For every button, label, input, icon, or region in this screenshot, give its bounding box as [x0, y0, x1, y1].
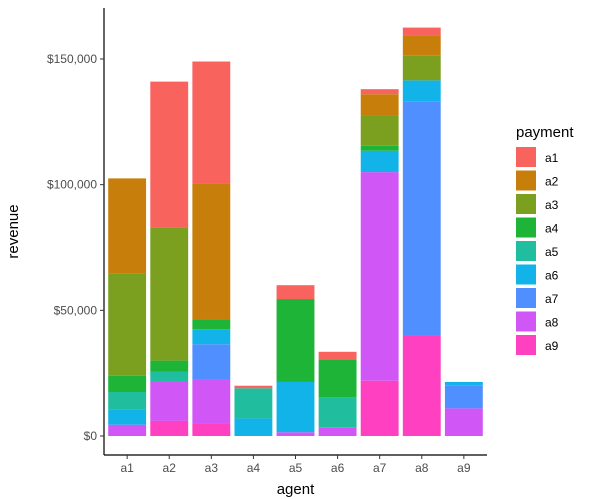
y-tick-label: $150,000	[47, 52, 97, 66]
bar-segment-a9-a8	[444, 408, 483, 436]
bar-segment-a2-a3	[150, 227, 189, 361]
bar-segment-a4-a1	[234, 385, 273, 389]
x-tick-label: a6	[331, 461, 345, 475]
bar-segment-a5-a4	[276, 299, 315, 382]
legend-title: payment	[516, 124, 574, 141]
legend-label-a1: a1	[545, 151, 559, 165]
bar-segment-a8-a2	[402, 35, 441, 56]
bar-segment-a7-a6	[360, 150, 399, 173]
bar-segment-a3-a7	[192, 344, 231, 380]
x-axis-title: agent	[277, 481, 315, 498]
bar-segment-a6-a1	[318, 351, 357, 360]
bar-segment-a9-a7	[444, 385, 483, 409]
bar-segment-a2-a9	[150, 420, 189, 436]
legend-swatch-a1	[516, 147, 536, 167]
bar-segment-a3-a6	[192, 329, 231, 345]
legend-label-a3: a3	[545, 198, 559, 212]
bar-segment-a1-a8	[108, 424, 147, 436]
x-tick-label: a1	[120, 461, 134, 475]
legend-swatch-a8	[516, 311, 536, 332]
y-axis-title: revenue	[5, 204, 22, 258]
legend-swatch-a9	[516, 335, 536, 355]
legend-swatch-a7	[516, 288, 536, 308]
bar-segment-a1-a6	[108, 409, 147, 425]
bar-segment-a4-a5	[234, 388, 273, 419]
x-tick-label: a3	[205, 461, 219, 475]
bar-segment-a8-a9	[402, 335, 441, 436]
legend-label-a2: a2	[545, 175, 559, 189]
x-tick-label: a8	[415, 461, 429, 475]
bar-segment-a9-a6	[444, 381, 483, 386]
bar-segment-a8-a3	[402, 55, 441, 81]
bar-segment-a2-a1	[150, 81, 189, 228]
bar-segment-a3-a1	[192, 61, 231, 184]
bar-segment-a5-a1	[276, 285, 315, 300]
legend-swatch-a3	[516, 194, 536, 214]
x-tick-label: a4	[247, 461, 261, 475]
bars-group	[108, 27, 483, 436]
bar-segment-a7-a4	[360, 145, 399, 151]
bar-segment-a2-a8	[150, 381, 189, 421]
legend-label-a8: a8	[545, 316, 559, 330]
bar-segment-a6-a8	[318, 427, 357, 436]
bar-segment-a8-a1	[402, 27, 441, 36]
legend-label-a9: a9	[545, 339, 559, 353]
y-tick-label: $0	[84, 429, 98, 443]
y-tick-label: $50,000	[54, 303, 98, 317]
bar-segment-a4-a6	[234, 418, 273, 436]
legend-swatch-a4	[516, 217, 536, 238]
x-tick-label: a2	[163, 461, 177, 475]
legend-swatch-a2	[516, 170, 536, 191]
legend: payment a1 a2 a3 a4 a5 a6 a7 a8 a9	[516, 124, 574, 355]
bar-segment-a3-a9	[192, 423, 231, 436]
bar-segment-a7-a3	[360, 115, 399, 146]
legend-label-a7: a7	[545, 292, 559, 306]
bar-segment-a3-a8	[192, 379, 231, 424]
x-axis-ticks: a1 a2 a3 a4 a5 a6 a7 a8 a9	[120, 455, 471, 475]
bar-segment-a6-a4	[318, 359, 357, 398]
x-tick-label: a7	[373, 461, 387, 475]
bar-segment-a8-a7	[402, 101, 441, 336]
bar-segment-a7-a2	[360, 94, 399, 116]
x-tick-label: a9	[457, 461, 471, 475]
bar-segment-a3-a4	[192, 319, 231, 330]
bar-segment-a8-a6	[402, 80, 441, 102]
bar-segment-a2-a4	[150, 360, 189, 372]
legend-swatch-a6	[516, 264, 536, 285]
x-tick-label: a5	[289, 461, 303, 475]
legend-label-a6: a6	[545, 269, 559, 283]
bar-segment-a6-a5	[318, 397, 357, 428]
bar-segment-a7-a9	[360, 380, 399, 436]
bar-segment-a7-a1	[360, 89, 399, 95]
bar-segment-a2-a5	[150, 371, 189, 382]
legend-label-a5: a5	[545, 245, 559, 259]
legend-swatch-a5	[516, 241, 536, 261]
bar-segment-a5-a8	[276, 432, 315, 436]
bar-segment-a1-a2	[108, 178, 147, 274]
bar-segment-a5-a6	[276, 381, 315, 433]
y-axis-ticks: $0 $50,000 $100,000 $150,000	[47, 52, 104, 443]
y-tick-label: $100,000	[47, 178, 97, 192]
bar-segment-a1-a5	[108, 392, 147, 410]
legend-label-a4: a4	[545, 222, 559, 236]
bar-segment-a1-a4	[108, 375, 147, 393]
bar-segment-a1-a3	[108, 273, 147, 376]
bar-segment-a3-a2	[192, 183, 231, 320]
bar-segment-a7-a8	[360, 172, 399, 381]
